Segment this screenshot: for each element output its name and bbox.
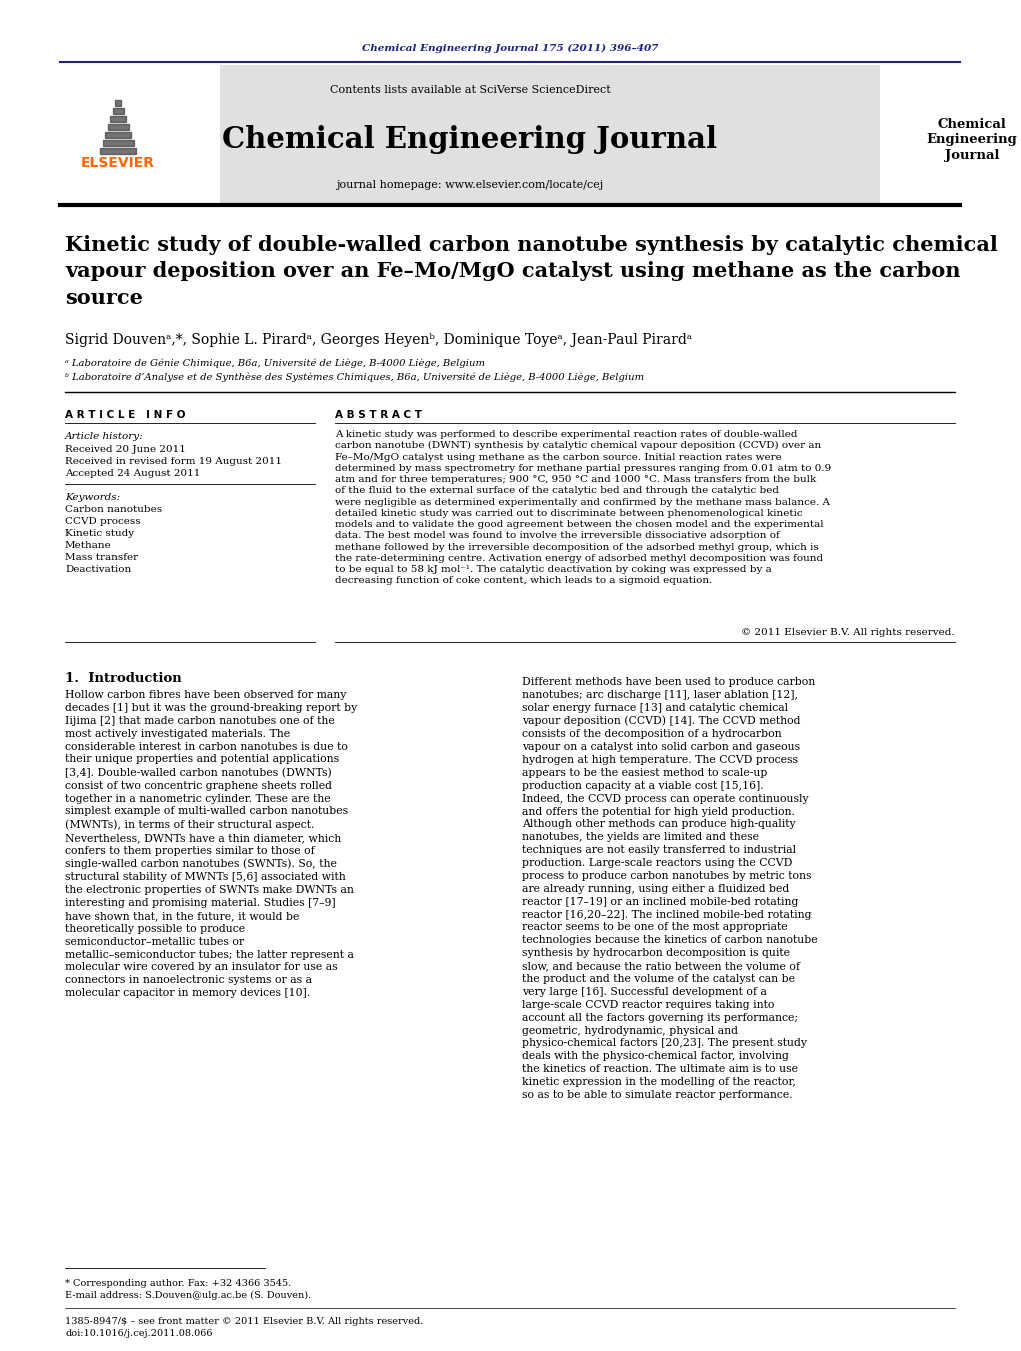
Text: Kinetic study: Kinetic study (65, 530, 134, 538)
Text: Received in revised form 19 August 2011: Received in revised form 19 August 2011 (65, 457, 282, 466)
Text: Keywords:: Keywords: (65, 493, 120, 503)
Text: doi:10.1016/j.cej.2011.08.066: doi:10.1016/j.cej.2011.08.066 (65, 1329, 212, 1337)
Text: E-mail address: S.Douven@ulg.ac.be (S. Douven).: E-mail address: S.Douven@ulg.ac.be (S. D… (65, 1292, 311, 1300)
Text: Received 20 June 2011: Received 20 June 2011 (65, 444, 186, 454)
Text: Accepted 24 August 2011: Accepted 24 August 2011 (65, 469, 200, 478)
Text: * Corresponding author. Fax: +32 4366 3545.: * Corresponding author. Fax: +32 4366 35… (65, 1279, 291, 1288)
Text: ELSEVIER: ELSEVIER (81, 155, 155, 170)
Text: journal homepage: www.elsevier.com/locate/cej: journal homepage: www.elsevier.com/locat… (336, 180, 603, 190)
Text: CCVD process: CCVD process (65, 517, 141, 526)
Text: Different methods have been used to produce carbon
nanotubes; arc discharge [11]: Different methods have been used to prod… (522, 677, 818, 1100)
Text: ᵃ Laboratoire de Génie Chimique, B6a, Université de Liège, B-4000 Liège, Belgium: ᵃ Laboratoire de Génie Chimique, B6a, Un… (65, 358, 485, 367)
Text: Chemical
Engineering
Journal: Chemical Engineering Journal (927, 118, 1017, 162)
Polygon shape (112, 108, 124, 113)
Polygon shape (105, 132, 131, 138)
Text: Sigrid Douvenᵃ,*, Sophie L. Pirardᵃ, Georges Heyenᵇ, Dominique Toyeᵃ, Jean-Paul : Sigrid Douvenᵃ,*, Sophie L. Pirardᵃ, Geo… (65, 332, 692, 347)
Text: ᵇ Laboratoire d’Analyse et de Synthèse des Systèmes Chimiques, B6a, Université d: ᵇ Laboratoire d’Analyse et de Synthèse d… (65, 372, 644, 381)
Polygon shape (115, 100, 121, 105)
Bar (60, 65, 880, 205)
Text: A kinetic study was performed to describe experimental reaction rates of double-: A kinetic study was performed to describ… (335, 430, 831, 585)
Text: Methane: Methane (65, 540, 111, 550)
Bar (60, 65, 220, 205)
Text: A R T I C L E   I N F O: A R T I C L E I N F O (65, 409, 186, 420)
Text: Kinetic study of double-walled carbon nanotube synthesis by catalytic chemical
v: Kinetic study of double-walled carbon na… (65, 235, 998, 308)
Text: Carbon nanotubes: Carbon nanotubes (65, 505, 162, 513)
Text: 1385-8947/$ – see front matter © 2011 Elsevier B.V. All rights reserved.: 1385-8947/$ – see front matter © 2011 El… (65, 1317, 424, 1325)
Text: 1.  Introduction: 1. Introduction (65, 671, 182, 685)
Text: Hollow carbon fibres have been observed for many
decades [1] but it was the grou: Hollow carbon fibres have been observed … (65, 690, 357, 998)
Polygon shape (100, 149, 136, 154)
Text: Chemical Engineering Journal: Chemical Engineering Journal (223, 126, 718, 154)
Text: Chemical Engineering Journal 175 (2011) 396–407: Chemical Engineering Journal 175 (2011) … (361, 43, 659, 53)
Text: A B S T R A C T: A B S T R A C T (335, 409, 422, 420)
Text: Deactivation: Deactivation (65, 565, 132, 574)
Polygon shape (102, 141, 134, 146)
Text: Article history:: Article history: (65, 432, 144, 440)
Text: © 2011 Elsevier B.V. All rights reserved.: © 2011 Elsevier B.V. All rights reserved… (741, 628, 955, 638)
Text: Mass transfer: Mass transfer (65, 553, 138, 562)
Text: Contents lists available at SciVerse ScienceDirect: Contents lists available at SciVerse Sci… (330, 85, 611, 95)
Polygon shape (107, 124, 129, 130)
Polygon shape (110, 116, 126, 122)
